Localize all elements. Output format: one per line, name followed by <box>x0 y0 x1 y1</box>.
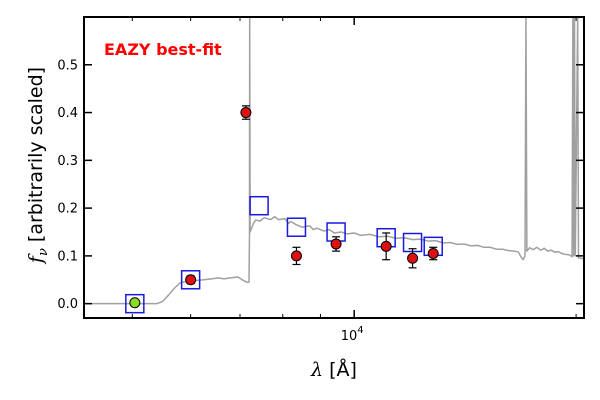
observed-flux-point <box>290 250 302 262</box>
plot-frame <box>83 16 585 319</box>
model-flux-square <box>286 217 307 237</box>
y-tick-label: 0.0 <box>57 297 78 312</box>
observed-flux-point <box>240 107 252 119</box>
y-tick-label: 0.2 <box>57 202 78 217</box>
x-tick-label: 104 <box>341 325 364 344</box>
sed-line <box>84 17 584 305</box>
observed-flux-point <box>330 238 342 250</box>
observed-flux-point <box>407 252 419 264</box>
model-flux-square <box>249 195 269 216</box>
non-detection-point <box>129 297 141 309</box>
x-axis-label: λ [Å] <box>310 358 357 381</box>
y-tick-label: 0.1 <box>57 249 78 264</box>
plot-area <box>84 17 584 314</box>
y-tick-label: 0.4 <box>57 106 78 121</box>
axes: 0.0 0.1 0.2 0.3 0.4 0.5 104 <box>57 16 585 344</box>
annotation-label: EAZY best-fit <box>104 40 222 59</box>
plot-clip-group <box>84 17 584 314</box>
model-flux-square <box>125 293 145 314</box>
model-flux-square <box>180 270 201 290</box>
y-tick-label: 0.3 <box>57 154 78 169</box>
observed-flux-point <box>427 248 439 259</box>
y-tick-label: 0.5 <box>57 58 78 73</box>
observed-flux-point <box>185 274 197 286</box>
observed-flux-point <box>380 240 392 252</box>
y-axis-label: fν [arbitrarily scaled] <box>25 67 51 265</box>
